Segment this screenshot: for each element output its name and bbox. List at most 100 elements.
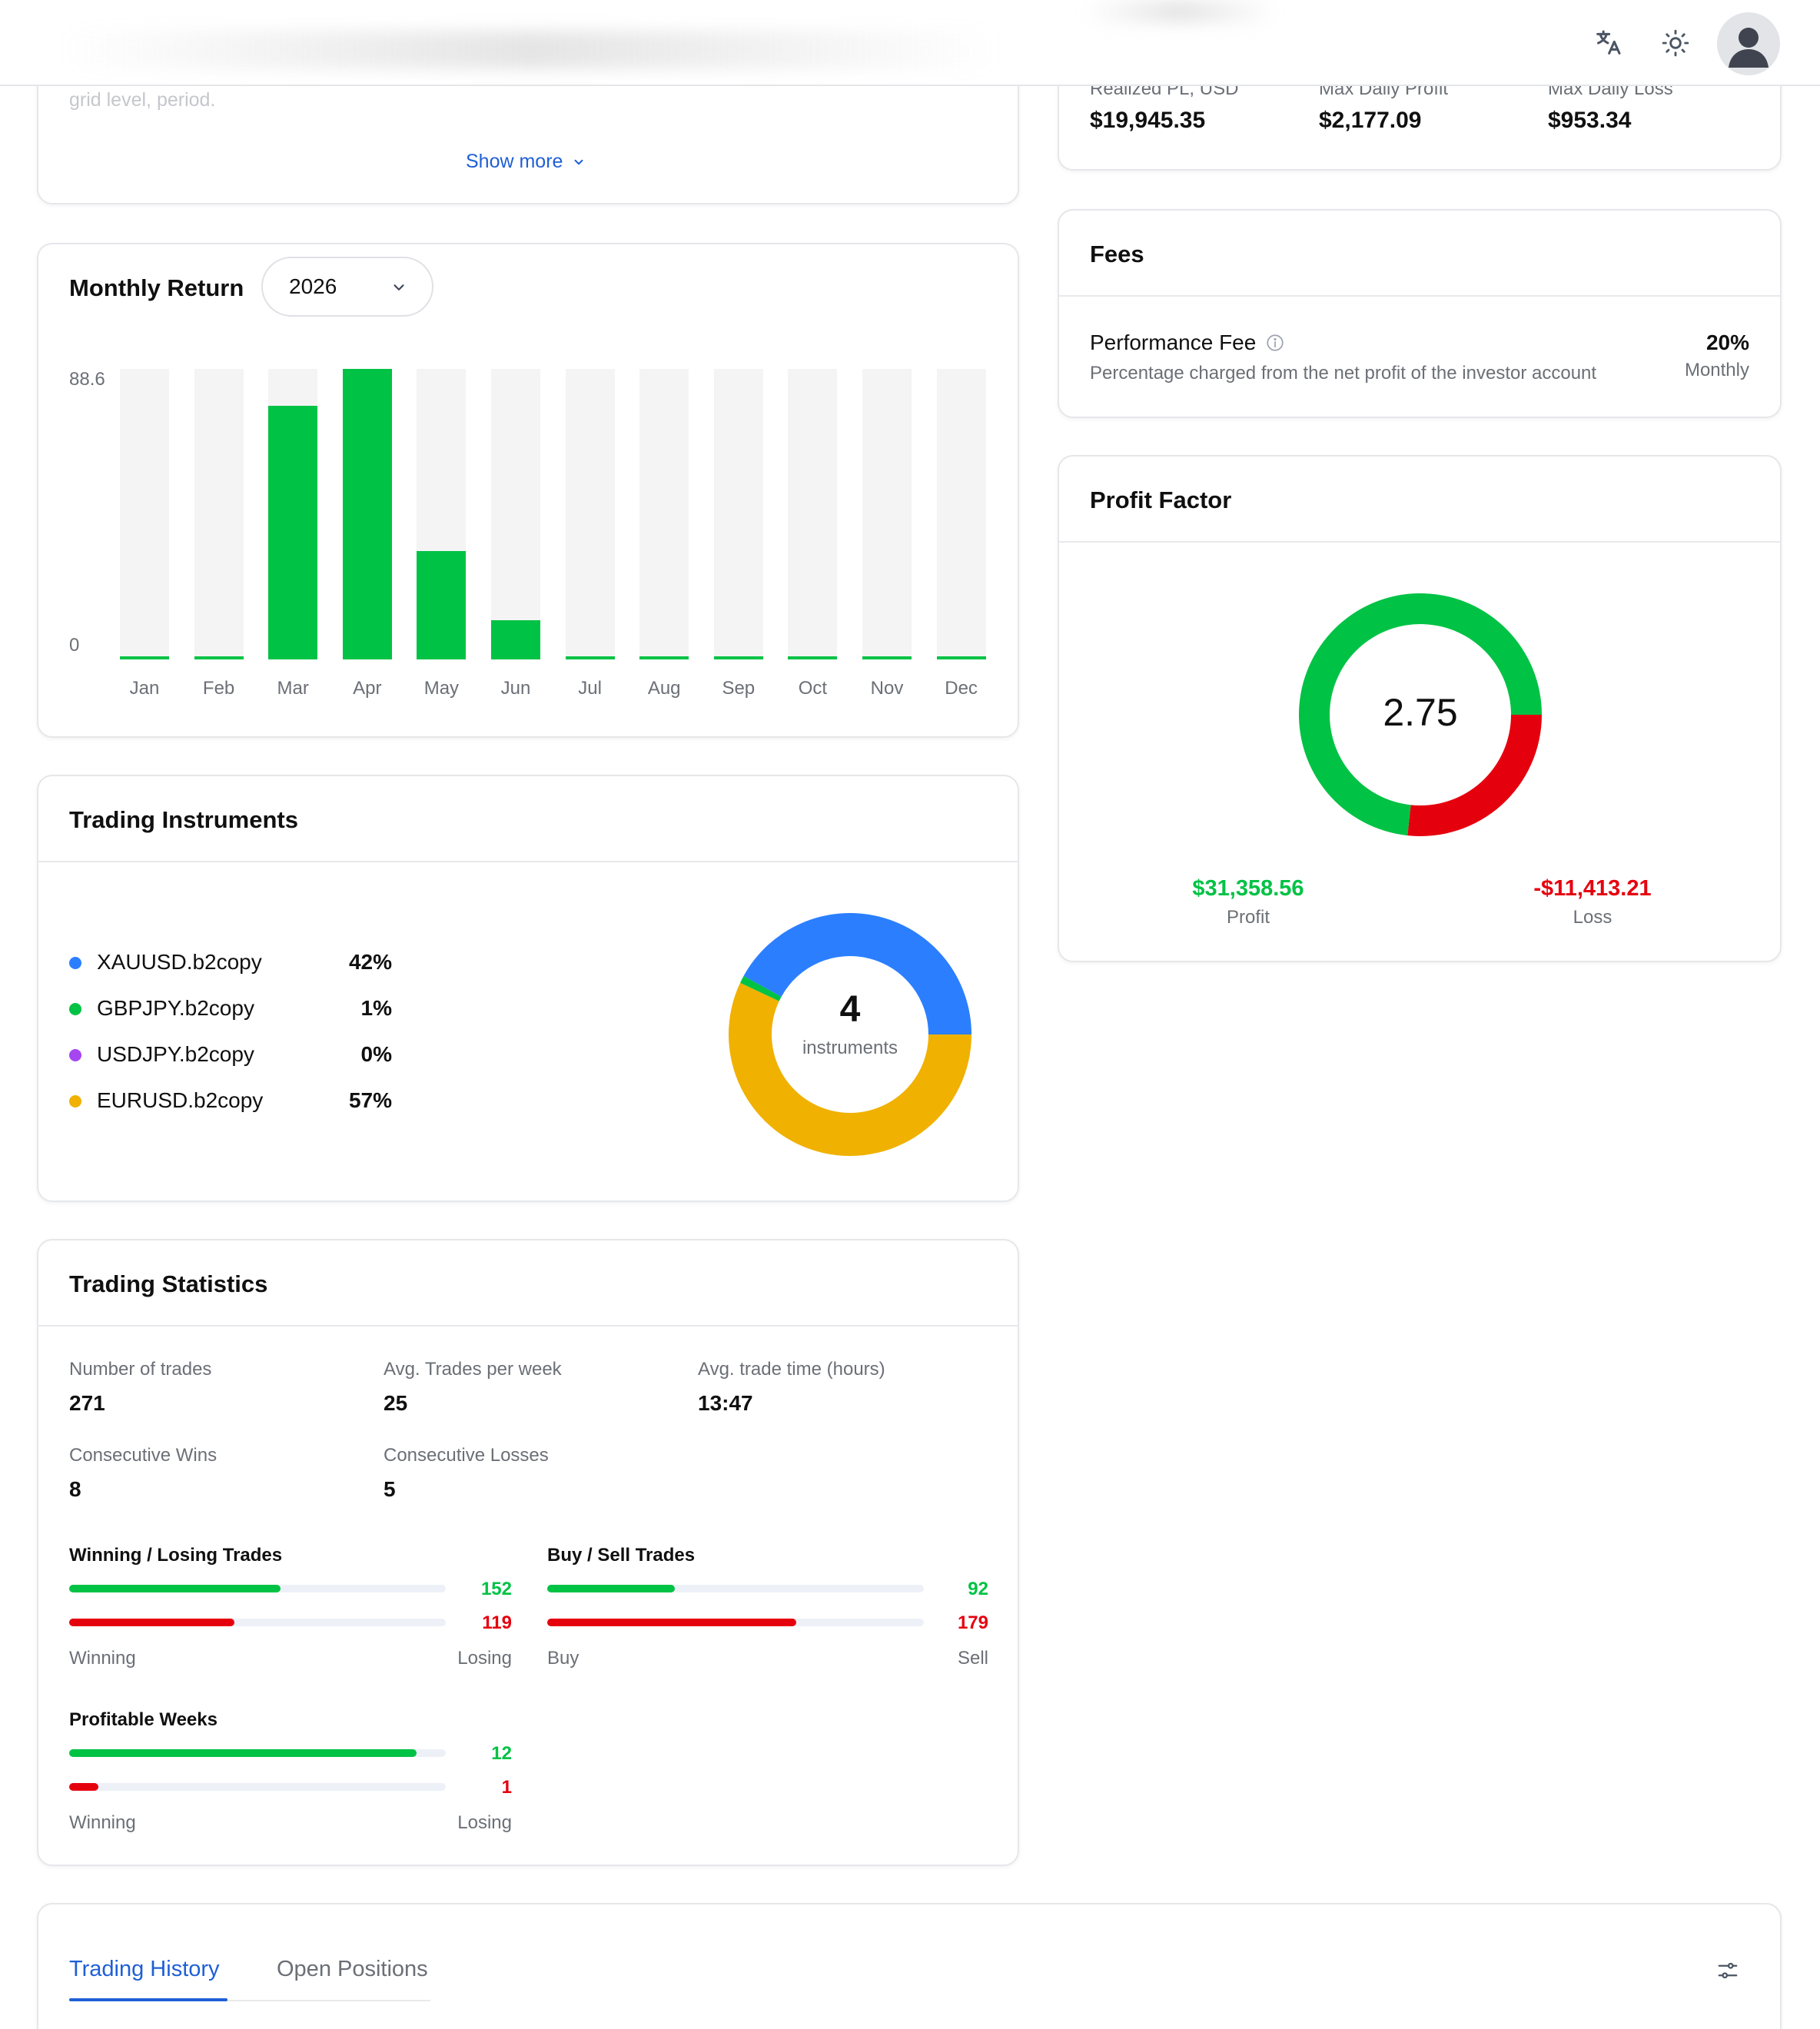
bar-apr[interactable] (342, 369, 392, 659)
instrument-segment[interactable] (729, 982, 971, 1156)
tab-underline-track (69, 2000, 430, 2001)
number-of-trades-label: Number of trades (69, 1359, 212, 1380)
sell-trades-bar (547, 1619, 796, 1626)
consecutive-losses-value: 5 (384, 1477, 396, 1501)
tab-open-positions[interactable]: Open Positions (277, 1957, 428, 1981)
x-tick-label: Mar (277, 678, 309, 699)
bar-slot-dec (936, 369, 986, 659)
avg-trade-time-label: Avg. trade time (hours) (698, 1359, 885, 1380)
sell-trades-track (547, 1619, 924, 1626)
profitable-weeks-title: Profitable Weeks (69, 1709, 218, 1730)
instrument-share: 1% (360, 996, 392, 1020)
bar-dec[interactable] (936, 656, 986, 659)
winning-weeks-bar (69, 1749, 417, 1757)
filter-sliders-icon[interactable] (1709, 1952, 1746, 1989)
instrument-share: 0% (360, 1042, 392, 1066)
y-axis-min-label: 0 (69, 635, 80, 656)
buy-trades-track (547, 1585, 924, 1592)
summary-value: $2,177.09 (1319, 108, 1422, 133)
instrument-name: EURUSD.b2copy (97, 1088, 264, 1112)
x-tick-label: Aug (647, 678, 681, 699)
instrument-name: USDJPY.b2copy (97, 1042, 254, 1066)
divider (38, 1325, 1018, 1327)
sun-icon[interactable] (1654, 22, 1697, 65)
performance-fee-value: 20% (1705, 330, 1749, 354)
divider (38, 861, 1018, 862)
bar-jul[interactable] (565, 656, 615, 659)
monthly-return-card: Monthly Return 2026 88.6 0 Jan Feb Mar Apr M… (37, 243, 1019, 738)
bar-nov[interactable] (862, 656, 912, 659)
bar-slot-apr (342, 369, 392, 659)
x-tick-label: May (423, 678, 460, 699)
loss-segment[interactable] (1407, 715, 1542, 836)
profit-factor-card: Profit Factor 2.75 $31,358.56 Profit -$1… (1058, 455, 1782, 962)
x-tick-label: Dec (945, 678, 978, 699)
legend-dot (69, 1049, 81, 1061)
description-text: grid level, period. (69, 89, 216, 111)
x-tick-label: Apr (353, 678, 382, 699)
bar-slot-sep (713, 369, 763, 659)
instrument-legend-item: XAUUSD.b2copy 42% (69, 947, 392, 978)
info-icon[interactable] (1265, 333, 1285, 353)
bar-slot-aug (639, 369, 689, 659)
summary-item: Max Daily Loss $953.34 (1548, 78, 1771, 134)
bar-jun[interactable] (491, 620, 540, 659)
legend-dot (69, 1095, 81, 1107)
losing-weeks-bar (69, 1783, 98, 1791)
trading-instruments-title: Trading Instruments (69, 806, 298, 833)
x-tick-label: Jan (129, 678, 160, 699)
bar-slot-jun (491, 369, 540, 659)
bar-sep[interactable] (713, 656, 763, 659)
year-select[interactable]: 2026 (261, 257, 433, 317)
instrument-segment[interactable] (740, 975, 782, 1001)
blurred-header-content (61, 31, 999, 69)
performance-fee-period: Monthly (1684, 360, 1749, 380)
bar-oct[interactable] (788, 656, 838, 659)
year-select-value: 2026 (289, 274, 337, 298)
show-more-button[interactable]: Show more (466, 151, 586, 173)
win-lose-title: Winning / Losing Trades (69, 1545, 283, 1566)
losing-trades-count: 119 (482, 1612, 512, 1633)
consecutive-losses-label: Consecutive Losses (384, 1445, 549, 1466)
user-avatar-icon[interactable] (1717, 12, 1780, 75)
performance-fee-description: Percentage charged from the net profit o… (1090, 363, 1597, 384)
instruments-count-label: instruments (802, 1038, 898, 1058)
x-tick-label: Jun (500, 678, 531, 699)
profit-label: Profit (1226, 907, 1270, 928)
legend-dot (69, 1003, 81, 1015)
buy-sell-title: Buy / Sell Trades (547, 1545, 696, 1566)
bar-jan[interactable] (120, 656, 169, 659)
bar-aug[interactable] (639, 656, 689, 659)
summary-value: $19,945.35 (1090, 108, 1206, 133)
bar-may[interactable] (417, 551, 467, 659)
x-tick-label: Jul (578, 678, 602, 699)
trading-statistics-card: Trading Statistics Number of trades 271 … (37, 1239, 1019, 1866)
legend-dot (69, 957, 81, 969)
show-more-label: Show more (466, 151, 563, 172)
instrument-name: GBPJPY.b2copy (97, 996, 254, 1020)
winning-weeks-count: 12 (491, 1743, 512, 1764)
profit-factor-donut (1299, 593, 1542, 836)
instruments-count: 4 (839, 989, 861, 1030)
instruments-donut (729, 913, 971, 1156)
avg-trade-time-value: 13:47 (698, 1391, 753, 1415)
profit-factor-value: 2.75 (1383, 691, 1458, 734)
tab-trading-history[interactable]: Trading History (69, 1957, 220, 1981)
translate-icon[interactable] (1586, 22, 1629, 65)
instrument-legend-item: USDJPY.b2copy 0% (69, 1039, 392, 1070)
avg-trades-week-value: 25 (384, 1391, 408, 1415)
chevron-down-icon (394, 284, 404, 291)
bar-slot-nov (862, 369, 912, 659)
trading-statistics-title: Trading Statistics (69, 1270, 268, 1297)
instrument-name: XAUUSD.b2copy (97, 950, 262, 974)
bar-mar[interactable] (268, 406, 318, 659)
bar-feb[interactable] (194, 656, 244, 659)
instrument-segment[interactable] (743, 913, 971, 1034)
sell-label: Sell (957, 1648, 988, 1669)
trading-instruments-card: Trading Instruments XAUUSD.b2copy 42% GB… (37, 775, 1019, 1202)
bar-slot-mar (268, 369, 318, 659)
bar-slot-may (417, 369, 467, 659)
number-of-trades-value: 271 (69, 1391, 105, 1415)
losing-weeks-track (69, 1783, 446, 1791)
bar-slot-feb (194, 369, 244, 659)
